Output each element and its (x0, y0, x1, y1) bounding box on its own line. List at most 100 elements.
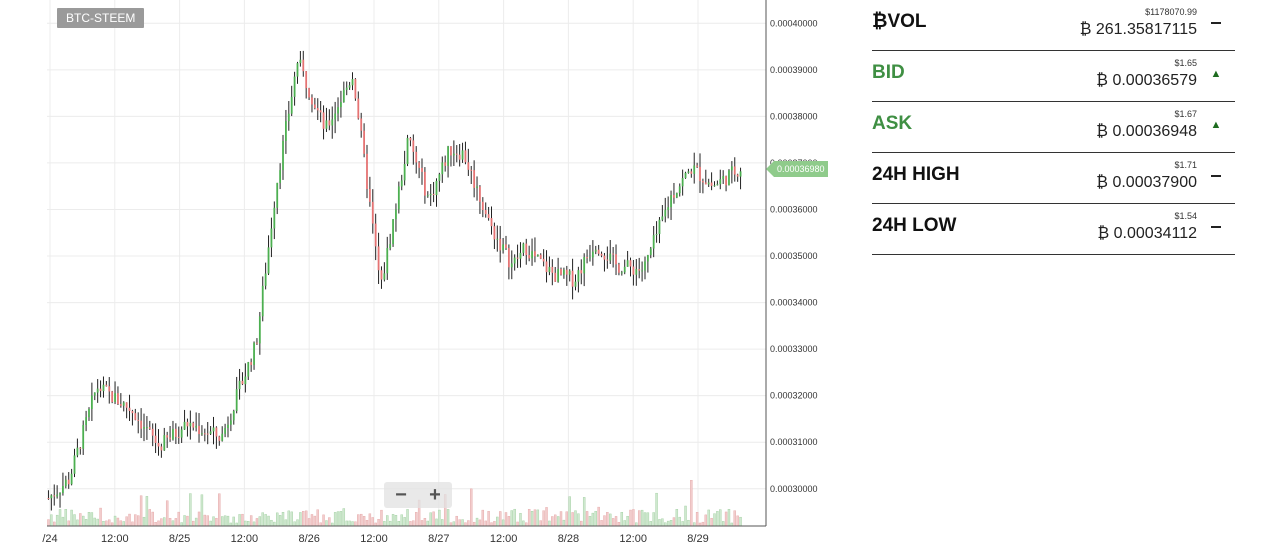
volume-bar (574, 510, 577, 527)
candle-body (56, 494, 59, 497)
candle-body (64, 479, 67, 486)
volume-bar (119, 520, 123, 527)
stat-row-24h-low: 24H LOW $1.54 ₿ 0.00034112 (872, 204, 1235, 255)
candle-body (418, 162, 421, 168)
candle-body (267, 247, 270, 274)
candle-body (256, 342, 258, 344)
candle-body (264, 273, 267, 286)
zoom-in-button[interactable]: + (429, 483, 441, 506)
candle-body (380, 270, 383, 280)
volume-bar (493, 521, 496, 527)
volume-bar (423, 518, 427, 527)
candle-body (174, 428, 177, 437)
volume-bar (609, 513, 612, 527)
zoom-out-button[interactable]: − (395, 483, 407, 506)
volume-bar (87, 512, 91, 527)
up-arrow-icon: ▲ (1210, 68, 1222, 80)
candle-body (366, 153, 368, 189)
time-tick-label: 8/28 (558, 533, 579, 545)
volume-bar (351, 521, 354, 527)
candle-body (455, 153, 458, 155)
volume-bar (55, 514, 59, 527)
volume-bar (548, 520, 551, 527)
candle-body (421, 167, 423, 172)
volume-bar (157, 520, 160, 527)
candle-body (172, 428, 174, 440)
candle-body (716, 184, 719, 186)
volume-bar (131, 521, 134, 527)
candle-body (90, 395, 93, 409)
volume-bar (637, 510, 641, 527)
volume-bar (588, 516, 592, 527)
volume-bar (568, 496, 571, 527)
candle-body (687, 171, 690, 173)
candle-body (258, 316, 261, 344)
volume-bar (632, 509, 635, 527)
volume-bar (53, 521, 56, 527)
time-tick-label: 12:00 (101, 533, 129, 545)
volume-bar (241, 513, 244, 527)
volume-bar (339, 511, 343, 527)
candle-body (186, 421, 189, 427)
candle-body (479, 186, 481, 202)
candle-body (696, 165, 699, 167)
volume-bar (429, 512, 432, 527)
volume-bar (727, 509, 731, 527)
volume-bar (571, 512, 574, 527)
candle-body (157, 442, 160, 447)
volume-bar (435, 518, 438, 527)
price-chart[interactable]: 0.00030000 0.00031000 0.00032000 0.00033000… (0, 0, 830, 546)
volume-bar (649, 521, 652, 527)
candle-body (331, 119, 334, 126)
candle-body (470, 169, 473, 171)
volume-bar (585, 511, 589, 527)
candle-body (354, 79, 357, 99)
candle-body (589, 257, 591, 259)
volume-bar (102, 521, 105, 527)
volume-bar (406, 509, 409, 527)
volume-bar (189, 493, 192, 527)
candle-body (722, 176, 725, 180)
candle-body (348, 85, 351, 88)
volume-bar (643, 512, 647, 527)
candle-body (261, 285, 264, 317)
candle-body (232, 410, 235, 421)
candle-body (664, 210, 667, 217)
candle-body (612, 253, 615, 255)
candle-body (655, 234, 658, 236)
candle-body (93, 392, 96, 396)
volume-bar (186, 515, 189, 527)
volume-bar (580, 520, 583, 527)
volume-bar (551, 516, 554, 527)
volume-bar (296, 519, 299, 527)
candle-body (279, 170, 282, 183)
candle-body (79, 447, 82, 449)
volume-bar (93, 517, 96, 527)
volume-bar (357, 514, 360, 527)
volume-bar (513, 508, 516, 527)
volume-bar (539, 520, 542, 527)
stat-row-ask: ASK $1.67 ₿ 0.00036948 ▲ (872, 102, 1235, 153)
volume-bar (719, 509, 722, 527)
candle-body (62, 485, 64, 493)
candle-body (151, 428, 154, 436)
candle-body (229, 420, 232, 425)
candle-body (586, 257, 588, 259)
candle-body (615, 254, 617, 265)
price-tick-label: 0.00039000 (770, 65, 818, 75)
candle-body (684, 172, 687, 179)
candle-body (484, 209, 487, 215)
candle-body (308, 88, 310, 98)
candlestick-chart[interactable]: 0.00030000 0.00031000 0.00032000 0.00033000… (0, 0, 830, 546)
volume-bar (383, 521, 386, 527)
candle-body (629, 260, 632, 267)
candle-body (670, 195, 672, 208)
candle-body (392, 219, 394, 245)
candle-body (432, 193, 435, 196)
volume-bar (496, 516, 499, 527)
volume-bar (84, 519, 88, 527)
volume-bar (249, 515, 253, 527)
candle-body (429, 193, 432, 196)
candle-body (82, 424, 85, 449)
candle-body (400, 180, 403, 187)
